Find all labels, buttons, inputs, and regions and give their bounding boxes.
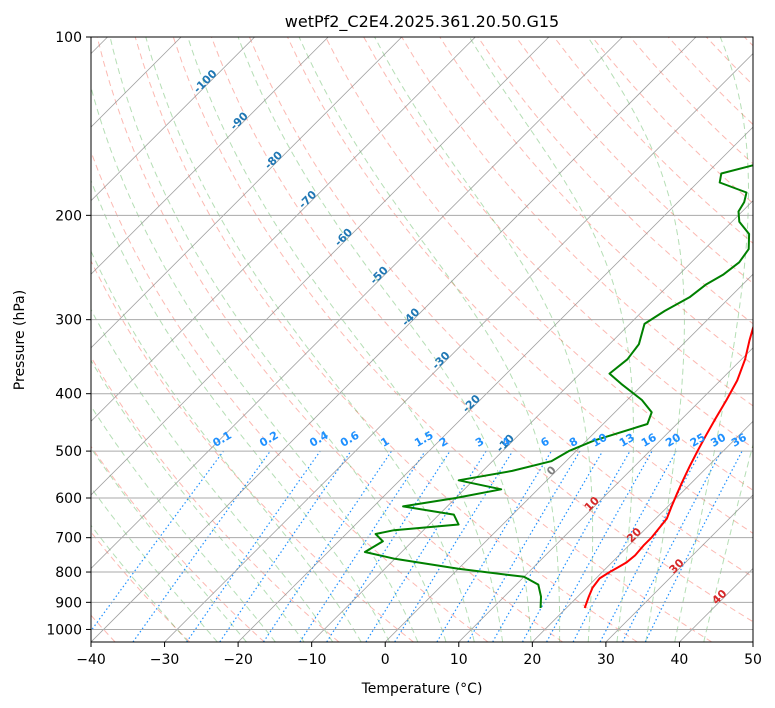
dry-adiabats (91, 37, 753, 642)
moist-adiabat (91, 359, 305, 642)
y-tick-label: 100 (55, 30, 82, 46)
dry-adiabat (91, 356, 340, 642)
x-tick-label: 20 (523, 652, 541, 668)
mixing-ratio-line (394, 450, 514, 642)
isotherm-line (91, 37, 255, 202)
sounding-traces (363, 164, 753, 609)
isotherm-line (91, 37, 476, 422)
isotherm-line (91, 37, 550, 496)
moist-adiabat (587, 37, 685, 642)
isotherm-line (91, 37, 403, 349)
moist-adiabat (237, 37, 532, 642)
moist-adiabat (187, 37, 504, 642)
y-tick-label: 800 (55, 565, 82, 581)
moist-adiabat (91, 308, 334, 642)
plot-area: -100-90-80-70-60-50-40-30-20-10010203040… (91, 37, 753, 642)
y-tick-label: 900 (55, 595, 82, 611)
isotherm-line (237, 126, 753, 642)
mixing-ratio-line (262, 450, 392, 642)
dry-adiabat (91, 259, 414, 642)
mixing-ratio-line (91, 450, 224, 632)
dry-adiabat (172, 37, 713, 642)
dry-adiabat (287, 37, 753, 534)
pressure-gridlines (91, 37, 753, 630)
isotherms (91, 37, 753, 642)
x-tick-label: 30 (597, 652, 615, 668)
dry-adiabat (210, 37, 753, 623)
y-axis: 100 200 300 400 500 600 700 800 900 1000 (46, 30, 91, 638)
isotherm-line (91, 37, 329, 275)
mixing-ratio-line (644, 450, 743, 642)
dry-adiabat (91, 445, 265, 642)
dewpoint-trace (363, 164, 753, 609)
isotherm-line (458, 347, 753, 642)
moist-adiabat (91, 179, 390, 642)
dry-adiabat (515, 37, 753, 284)
dry-adiabat (134, 37, 638, 642)
moist-adiabat (91, 524, 189, 642)
moist-adiabat (109, 37, 447, 642)
dry-adiabat (96, 37, 563, 642)
y-tick-label: 200 (55, 208, 82, 224)
mixing-ratio-line (132, 450, 271, 642)
y-axis-label: Pressure (hPa) (12, 290, 28, 390)
moist-adiabat (91, 447, 247, 642)
moist-adiabat (703, 442, 753, 642)
mixing-ratio-line (186, 450, 321, 642)
dry-adiabat (248, 37, 753, 578)
y-tick-label: 1000 (46, 622, 82, 638)
x-axis-label: Temperature (°C) (361, 681, 483, 697)
y-tick-label: 600 (55, 491, 82, 507)
x-tick-label: 40 (671, 652, 689, 668)
x-tick-label: −10 (297, 652, 327, 668)
y-tick-label: 300 (55, 313, 82, 329)
isotherm-line (532, 420, 753, 642)
isotherm-line (384, 273, 753, 642)
dry-adiabat (325, 37, 753, 491)
moist-adiabat (145, 37, 475, 642)
x-tick-label: −30 (150, 652, 180, 668)
moist-adiabat (674, 37, 749, 642)
y-tick-label: 500 (55, 444, 82, 460)
isotherm-line (311, 200, 753, 642)
mixing-ratio-line (326, 450, 451, 642)
x-axis: −40 −30 −20 −10 0 10 20 30 40 50 (76, 642, 762, 668)
mixing-ratio-line (546, 450, 653, 642)
y-tick-label: 400 (55, 387, 82, 403)
x-tick-label: 10 (450, 652, 468, 668)
mixing-ratio-line (521, 450, 631, 642)
moist-adiabat (374, 37, 594, 642)
moist-adiabat (91, 486, 218, 642)
chart-title: wetPf2_C2E4.2025.361.20.50.G15 (285, 12, 559, 32)
mixing-ratio-lines (91, 450, 743, 642)
temperature-trace (583, 324, 753, 609)
isotherm-line (91, 37, 623, 570)
x-tick-label: −40 (76, 652, 106, 668)
moist-adiabat (91, 85, 419, 642)
x-tick-label: 50 (744, 652, 762, 668)
x-tick-label: 0 (381, 652, 390, 668)
plot-frame (90, 36, 754, 643)
mixing-ratio-line (572, 450, 677, 642)
mixing-ratio-line (219, 450, 352, 642)
isotherm-line (605, 494, 753, 642)
y-tick-label: 700 (55, 531, 82, 547)
isotherm-line (91, 37, 697, 642)
x-tick-label: −20 (223, 652, 253, 668)
isotherm-line (164, 52, 753, 642)
moist-adiabat (91, 405, 276, 642)
mixing-ratio-line (299, 450, 426, 642)
